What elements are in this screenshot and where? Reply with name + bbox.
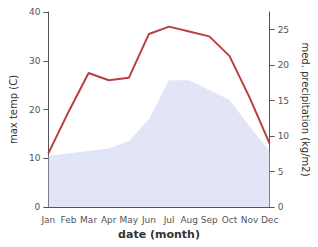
svg-text:40: 40 xyxy=(29,7,41,17)
svg-text:30: 30 xyxy=(29,56,41,66)
svg-text:Mar: Mar xyxy=(80,215,97,225)
svg-text:med. precipitation (kg/m2): med. precipitation (kg/m2) xyxy=(300,42,311,176)
svg-text:Jan: Jan xyxy=(40,215,55,225)
svg-text:Feb: Feb xyxy=(61,215,77,225)
svg-text:Sep: Sep xyxy=(201,215,218,225)
svg-text:May: May xyxy=(120,215,139,225)
svg-text:25: 25 xyxy=(278,25,289,35)
svg-text:Jun: Jun xyxy=(141,215,156,225)
svg-text:20: 20 xyxy=(29,105,41,115)
svg-text:20: 20 xyxy=(278,60,290,70)
svg-text:10: 10 xyxy=(278,131,290,141)
svg-text:Dec: Dec xyxy=(261,215,278,225)
svg-text:max temp (C): max temp (C) xyxy=(8,75,19,144)
svg-text:Apr: Apr xyxy=(101,215,117,225)
svg-text:10: 10 xyxy=(29,153,41,163)
svg-text:date (month): date (month) xyxy=(118,228,200,241)
svg-text:5: 5 xyxy=(278,167,284,177)
svg-text:Jul: Jul xyxy=(163,215,175,225)
svg-text:Aug: Aug xyxy=(180,215,198,225)
svg-text:15: 15 xyxy=(278,96,289,106)
svg-text:0: 0 xyxy=(35,202,41,212)
svg-text:0: 0 xyxy=(278,202,284,212)
svg-text:Oct: Oct xyxy=(222,215,238,225)
svg-text:Nov: Nov xyxy=(241,215,259,225)
